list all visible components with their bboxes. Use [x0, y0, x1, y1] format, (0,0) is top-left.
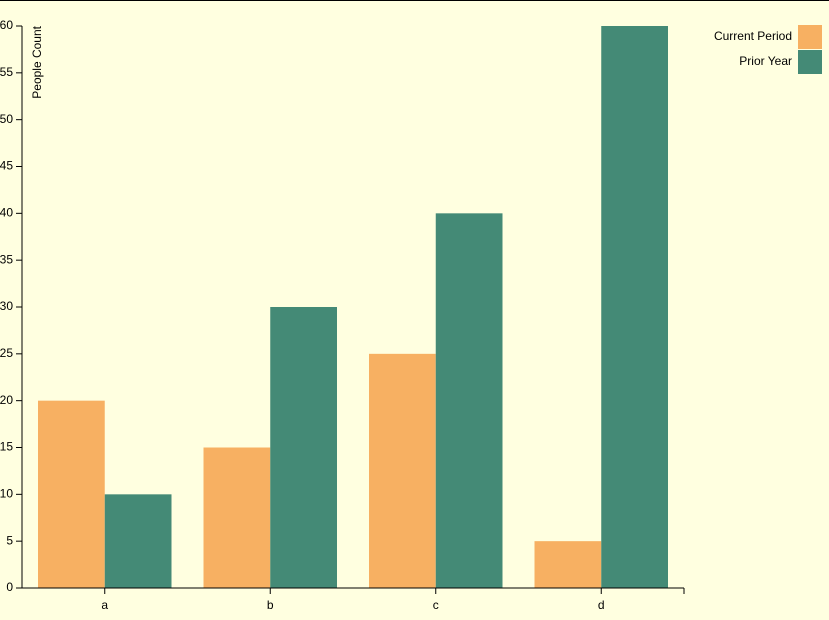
bar — [369, 353, 436, 588]
x-tick-label: b — [267, 598, 274, 612]
y-tick-label: 5 — [6, 533, 13, 547]
legend-label: Current Period — [714, 29, 792, 43]
bar — [203, 447, 271, 588]
bar — [270, 307, 337, 588]
bar — [38, 400, 105, 588]
x-tick-label: d — [598, 598, 605, 612]
y-tick-label: 45 — [0, 159, 13, 173]
y-tick-label: 35 — [0, 252, 13, 266]
y-tick-label: 25 — [0, 346, 13, 360]
x-tick-label: a — [101, 598, 108, 612]
y-tick-label: 20 — [0, 393, 13, 407]
y-tick-label: 30 — [0, 299, 13, 313]
y-tick-label: 10 — [0, 487, 13, 501]
legend-label: Prior Year — [739, 54, 792, 68]
y-tick-label: 0 — [6, 580, 13, 594]
y-axis-label: People Count — [30, 25, 44, 98]
bar — [104, 494, 172, 588]
y-tick-label: 55 — [0, 65, 13, 79]
bar — [534, 541, 602, 588]
y-tick-label: 40 — [0, 206, 13, 220]
y-tick-label: 15 — [0, 440, 13, 454]
y-tick-label: 50 — [0, 112, 13, 126]
y-tick-label: 60 — [0, 18, 13, 32]
bar — [601, 26, 668, 588]
bar — [435, 213, 503, 589]
legend-swatch — [798, 25, 822, 49]
x-tick-label: c — [433, 598, 439, 612]
legend-swatch — [798, 50, 822, 74]
